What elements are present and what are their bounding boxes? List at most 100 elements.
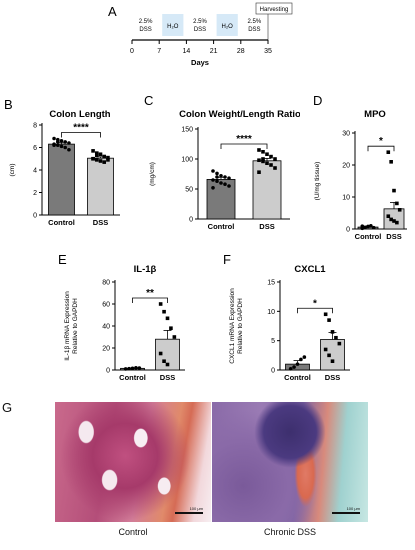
x-tick-label: Control bbox=[208, 222, 235, 231]
y-tick-label: 30 bbox=[342, 131, 350, 138]
data-point bbox=[386, 214, 391, 218]
significance-label: **** bbox=[73, 123, 89, 134]
harvest-label: Harvesting bbox=[260, 7, 289, 13]
bar bbox=[320, 339, 345, 371]
chart-title: Colon Length bbox=[49, 109, 110, 120]
data-point bbox=[323, 312, 328, 317]
chart-title: CXCL1 bbox=[294, 264, 326, 275]
data-point bbox=[165, 316, 170, 321]
phase-box bbox=[162, 14, 184, 36]
scale-bar-label: 100 μm bbox=[346, 506, 360, 511]
data-point bbox=[366, 224, 370, 229]
timeline-xlabel: Days bbox=[191, 58, 209, 67]
y-tick-label: 5 bbox=[271, 338, 275, 345]
data-point bbox=[137, 366, 142, 370]
significance-bracket bbox=[367, 145, 395, 152]
data-point bbox=[94, 151, 99, 155]
y-axis-label: Relative to GAPDH bbox=[72, 298, 79, 354]
x-tick-label: DSS bbox=[160, 373, 175, 382]
y-tick-label: 6 bbox=[33, 145, 37, 152]
data-point bbox=[389, 217, 393, 222]
data-point bbox=[257, 170, 261, 174]
data-point bbox=[52, 136, 56, 141]
data-point bbox=[158, 302, 163, 306]
phase-box bbox=[189, 14, 211, 36]
data-point bbox=[102, 160, 107, 164]
panel-label: F bbox=[223, 252, 231, 267]
x-tick-label: DSS bbox=[325, 373, 340, 382]
significance-bracket bbox=[61, 132, 101, 138]
y-tick-label: 0 bbox=[106, 368, 110, 375]
data-point bbox=[257, 158, 261, 162]
timeline-tick-label: 28 bbox=[237, 48, 245, 55]
phase-label: DSS bbox=[194, 27, 206, 33]
data-point bbox=[386, 150, 391, 154]
phase-box bbox=[243, 14, 265, 36]
data-point bbox=[323, 347, 328, 352]
chart-il1b: E IL-1β IL-1β mRNA Expression Relative to G… bbox=[58, 252, 185, 382]
timeline-tick-label: 21 bbox=[210, 48, 218, 55]
scale-bar-label: 100 μm bbox=[189, 506, 203, 511]
data-point bbox=[219, 181, 223, 185]
y-tick-label: 20 bbox=[342, 163, 350, 170]
data-point bbox=[98, 159, 103, 163]
data-point bbox=[59, 138, 64, 143]
data-point bbox=[261, 150, 265, 154]
data-point bbox=[106, 158, 110, 162]
chart-cxcl1: F CXCL1 CXCL1 mRNA Expression Relative to G… bbox=[223, 252, 350, 382]
data-point bbox=[392, 188, 396, 193]
data-point bbox=[63, 140, 68, 144]
data-point bbox=[172, 335, 177, 339]
significance-bracket bbox=[132, 297, 168, 303]
data-point bbox=[395, 201, 399, 206]
data-point bbox=[334, 335, 338, 340]
data-point bbox=[94, 158, 99, 162]
data-point bbox=[363, 225, 367, 230]
data-point bbox=[123, 367, 128, 371]
y-tick-label: 8 bbox=[33, 123, 37, 130]
significance-bracket bbox=[297, 307, 333, 314]
data-point bbox=[273, 166, 277, 170]
data-point bbox=[261, 159, 265, 164]
y-axis-label: Relative to GAPDH bbox=[237, 298, 244, 354]
data-point bbox=[330, 330, 335, 334]
data-point bbox=[269, 163, 273, 167]
x-tick-label: Control bbox=[48, 218, 75, 227]
data-point bbox=[360, 224, 365, 228]
data-point bbox=[389, 160, 393, 164]
y-tick-label: 0 bbox=[346, 227, 350, 234]
data-point bbox=[269, 154, 273, 159]
panel-label: D bbox=[313, 95, 322, 108]
data-point bbox=[223, 182, 227, 186]
data-point bbox=[227, 184, 231, 188]
y-tick-label: 150 bbox=[181, 127, 193, 134]
data-point bbox=[395, 220, 399, 225]
data-point bbox=[302, 355, 307, 359]
significance-label: * bbox=[379, 136, 383, 147]
chart-colon-weight-ratio: C Colon Weight/Length Ratio (mg/cm) 0 50 100 1… bbox=[144, 95, 300, 231]
data-point bbox=[227, 176, 231, 180]
data-point bbox=[273, 157, 277, 161]
scale-bar bbox=[175, 512, 203, 514]
histology-dss-image: 100 μm bbox=[212, 402, 368, 522]
significance-label: **** bbox=[236, 134, 252, 145]
data-point bbox=[55, 143, 60, 148]
scale-bar bbox=[332, 512, 360, 514]
data-point bbox=[265, 152, 269, 156]
data-point bbox=[59, 144, 64, 149]
significance-label: * bbox=[313, 298, 317, 309]
y-tick-label: 10 bbox=[342, 195, 350, 202]
data-point bbox=[292, 365, 296, 369]
data-point bbox=[63, 145, 68, 150]
data-point bbox=[295, 362, 300, 366]
data-point bbox=[261, 157, 265, 161]
panel-g-label: G bbox=[2, 400, 13, 415]
bar bbox=[48, 143, 75, 216]
y-tick-label: 4 bbox=[33, 168, 37, 175]
chart-colon-length: B Colon Length (cm) 0 2 4 6 8 Control DSS **** bbox=[4, 97, 120, 227]
data-point bbox=[327, 318, 331, 322]
data-point bbox=[130, 366, 135, 371]
histology-control-caption: Control bbox=[118, 527, 148, 537]
data-point bbox=[219, 174, 223, 178]
y-tick-label: 10 bbox=[267, 309, 275, 316]
